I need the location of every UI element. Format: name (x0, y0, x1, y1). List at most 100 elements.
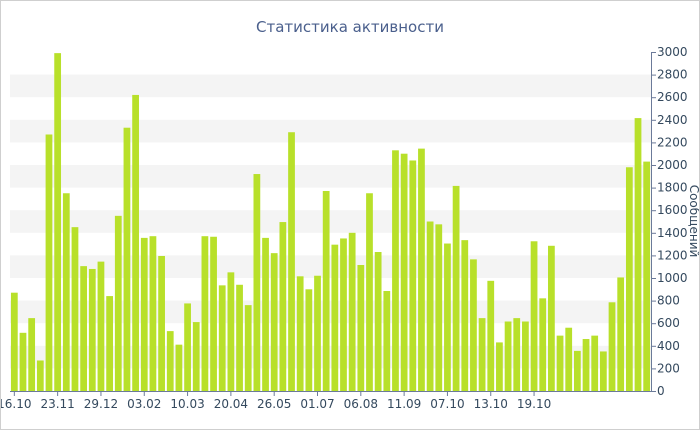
bar (158, 255, 165, 391)
bar (634, 118, 642, 391)
y-axis-label: Сообщений (687, 185, 699, 258)
bar (357, 265, 365, 391)
y-tick-label: 3000 (657, 45, 688, 59)
x-tick-label: 23.11 (40, 397, 74, 411)
x-tick-label: 29.12 (84, 397, 118, 411)
y-tick-label: 1200 (657, 248, 688, 262)
x-tick-label: 13.10 (474, 397, 508, 411)
bar (132, 94, 139, 391)
y-tick-label: 1600 (657, 203, 688, 217)
bar (643, 161, 651, 391)
bar (461, 240, 469, 391)
y-tick-label: 800 (657, 294, 680, 308)
x-tick-label: 10.03 (170, 397, 204, 411)
bar (435, 224, 443, 391)
bar (591, 335, 599, 391)
bar (45, 134, 53, 392)
bar (530, 241, 538, 391)
x-tick-label: 11.09 (387, 397, 421, 411)
bar (97, 261, 105, 391)
bar (392, 150, 399, 391)
x-tick-label: 01.07 (300, 397, 334, 411)
grid-bands (10, 74, 651, 369)
bar (573, 350, 581, 391)
bar (599, 351, 607, 391)
bar (383, 291, 391, 391)
bar-series (10, 53, 651, 392)
bar (487, 280, 495, 391)
bar (322, 190, 330, 391)
y-tick-label: 1800 (657, 181, 688, 195)
bar (513, 318, 521, 391)
bar (201, 236, 209, 391)
bar (71, 227, 79, 391)
bar (192, 322, 200, 391)
grid-band (10, 345, 651, 369)
bar (114, 215, 122, 391)
bar (478, 318, 486, 391)
grid-band (10, 165, 651, 188)
x-tick-label: 19.10 (517, 397, 551, 411)
x-tick-label: 03.02 (127, 397, 161, 411)
bar (314, 275, 321, 391)
bar (418, 148, 425, 391)
bar (548, 245, 555, 391)
x-tick-label: 26.05 (257, 397, 291, 411)
bar (496, 342, 503, 391)
bar (175, 344, 183, 391)
bar (348, 232, 356, 391)
bar (149, 236, 157, 391)
y-tick-label: 2000 (657, 158, 688, 172)
bar (62, 193, 70, 391)
bar (123, 127, 131, 392)
bar (608, 302, 616, 391)
bar (19, 332, 27, 391)
bar (305, 289, 313, 391)
bar (218, 285, 226, 391)
y-tick-label: 400 (657, 339, 680, 353)
bar (279, 222, 287, 391)
bar (166, 331, 174, 391)
y-tick-label: 1400 (657, 226, 688, 240)
bar (522, 321, 529, 391)
bar (106, 296, 113, 391)
y-tick-label: 2800 (657, 68, 688, 82)
y-tick-label: 200 (657, 361, 680, 375)
x-tick-label: 16.10 (1, 397, 32, 411)
bar (227, 272, 235, 391)
x-tick-labels: 16.10 23.11 29.12 03.02 10.03 20.04 26.05 01.07… (1, 391, 551, 411)
bar (470, 259, 477, 391)
bar (88, 268, 96, 391)
bar (340, 238, 347, 391)
bar (296, 276, 304, 391)
bar (452, 185, 460, 391)
chart-title: Статистика активности (256, 18, 444, 36)
y-tick-label: 2600 (657, 90, 688, 104)
bar (444, 243, 451, 391)
bar (426, 221, 434, 391)
bar (236, 284, 243, 391)
bar (140, 237, 148, 391)
y-tick-label: 1000 (657, 271, 688, 285)
bar (10, 292, 18, 391)
bar (617, 277, 625, 391)
x-tick-label: 20.04 (214, 397, 248, 411)
bar (539, 298, 547, 391)
y-tick-label: 0 (657, 384, 665, 398)
bar (184, 303, 191, 391)
bar (409, 160, 417, 391)
y-tick-labels: 0 200 400 600 800 1000 1200 1400 1600 1800 2000 220… (651, 45, 688, 398)
bar (270, 253, 278, 391)
bar (366, 193, 373, 391)
bar (262, 237, 269, 391)
bar (244, 305, 252, 391)
bar (582, 339, 590, 391)
bar (625, 167, 633, 391)
bar (504, 321, 512, 391)
bar (374, 252, 382, 391)
bar (331, 244, 339, 391)
x-tick-label: 07.10 (430, 397, 464, 411)
bar (288, 132, 295, 392)
grid-band (10, 119, 651, 143)
